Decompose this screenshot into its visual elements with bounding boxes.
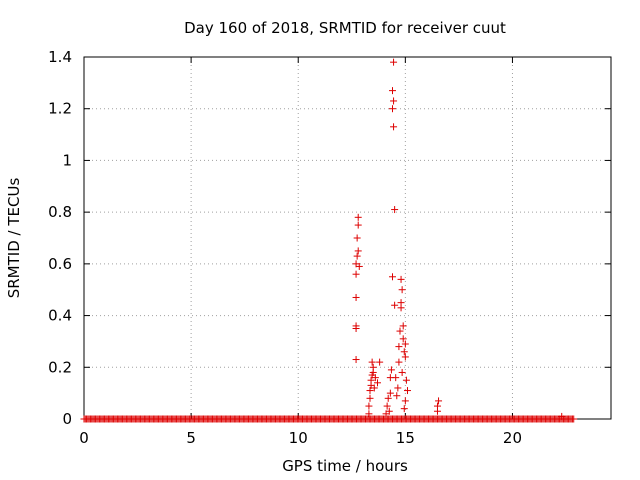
data-point xyxy=(355,262,363,270)
data-point xyxy=(365,410,373,418)
data-point xyxy=(435,397,443,405)
data-point xyxy=(558,412,566,420)
data-point xyxy=(390,58,398,66)
data-point xyxy=(395,358,403,366)
y-tick-label: 0 xyxy=(62,410,72,428)
x-tick-label: 0 xyxy=(79,429,89,447)
data-point xyxy=(366,394,374,402)
data-point xyxy=(401,340,409,348)
data-point xyxy=(384,394,392,402)
data-point xyxy=(397,299,405,307)
y-tick-label: 1 xyxy=(62,151,72,169)
data-point xyxy=(376,358,384,366)
data-point xyxy=(352,322,360,330)
data-point xyxy=(401,397,409,405)
y-tick-label: 0.8 xyxy=(48,203,72,221)
data-point xyxy=(370,384,378,392)
x-tick-label: 20 xyxy=(503,429,522,447)
data-point xyxy=(392,374,400,382)
data-point xyxy=(388,273,396,281)
data-point xyxy=(373,379,381,387)
y-tick-label: 1.2 xyxy=(48,100,72,118)
data-point xyxy=(371,374,379,382)
data-point xyxy=(393,392,401,400)
data-point xyxy=(395,343,403,351)
data-point xyxy=(352,356,360,364)
data-point xyxy=(386,389,394,397)
data-point xyxy=(394,384,402,392)
x-tick-label: 15 xyxy=(396,429,415,447)
data-point xyxy=(401,353,409,361)
data-point xyxy=(399,322,407,330)
chart-title: Day 160 of 2018, SRMTID for receiver cuu… xyxy=(184,19,506,37)
x-tick-label: 5 xyxy=(186,429,196,447)
y-tick-label: 0.6 xyxy=(48,255,72,273)
data-point xyxy=(390,97,398,105)
data-point xyxy=(383,402,391,410)
data-point xyxy=(368,358,376,366)
y-axis-label: SRMTID / TECUs xyxy=(5,178,23,299)
data-point xyxy=(366,387,374,395)
data-point xyxy=(354,247,362,255)
baseline-point xyxy=(570,415,578,423)
y-tick-label: 0.4 xyxy=(48,307,72,325)
data-point xyxy=(403,387,411,395)
data-point xyxy=(433,402,441,410)
data-point xyxy=(390,123,398,131)
data-point xyxy=(391,301,399,309)
data-point xyxy=(388,87,396,95)
data-point xyxy=(398,286,406,294)
data-point xyxy=(399,335,407,343)
data-point xyxy=(365,402,373,410)
data-point xyxy=(391,206,399,214)
x-axis-label: GPS time / hours xyxy=(282,457,408,475)
data-point xyxy=(388,105,396,113)
data-point xyxy=(400,405,408,413)
data-point xyxy=(354,221,362,229)
data-point xyxy=(398,368,406,376)
data-point xyxy=(387,366,395,374)
data-point xyxy=(367,376,375,384)
data-point xyxy=(352,270,360,278)
y-tick-label: 1.4 xyxy=(48,48,72,66)
data-point xyxy=(402,376,410,384)
data-point xyxy=(353,234,361,242)
plot-frame xyxy=(83,56,612,420)
data-point xyxy=(352,293,360,301)
data-points xyxy=(80,58,578,423)
x-tick-label: 10 xyxy=(289,429,308,447)
data-point xyxy=(369,363,377,371)
data-point xyxy=(397,275,405,283)
data-point xyxy=(400,348,408,356)
data-point xyxy=(354,213,362,221)
tick-layer: 0 0.2 0.4 0.6 0.8 1 1.2 1.4 0 5 10 15 20 xyxy=(48,48,611,447)
data-point xyxy=(396,327,404,335)
y-tick-label: 0.2 xyxy=(48,358,72,376)
grid-layer xyxy=(84,57,611,419)
data-point xyxy=(353,252,361,260)
data-point xyxy=(385,407,393,415)
